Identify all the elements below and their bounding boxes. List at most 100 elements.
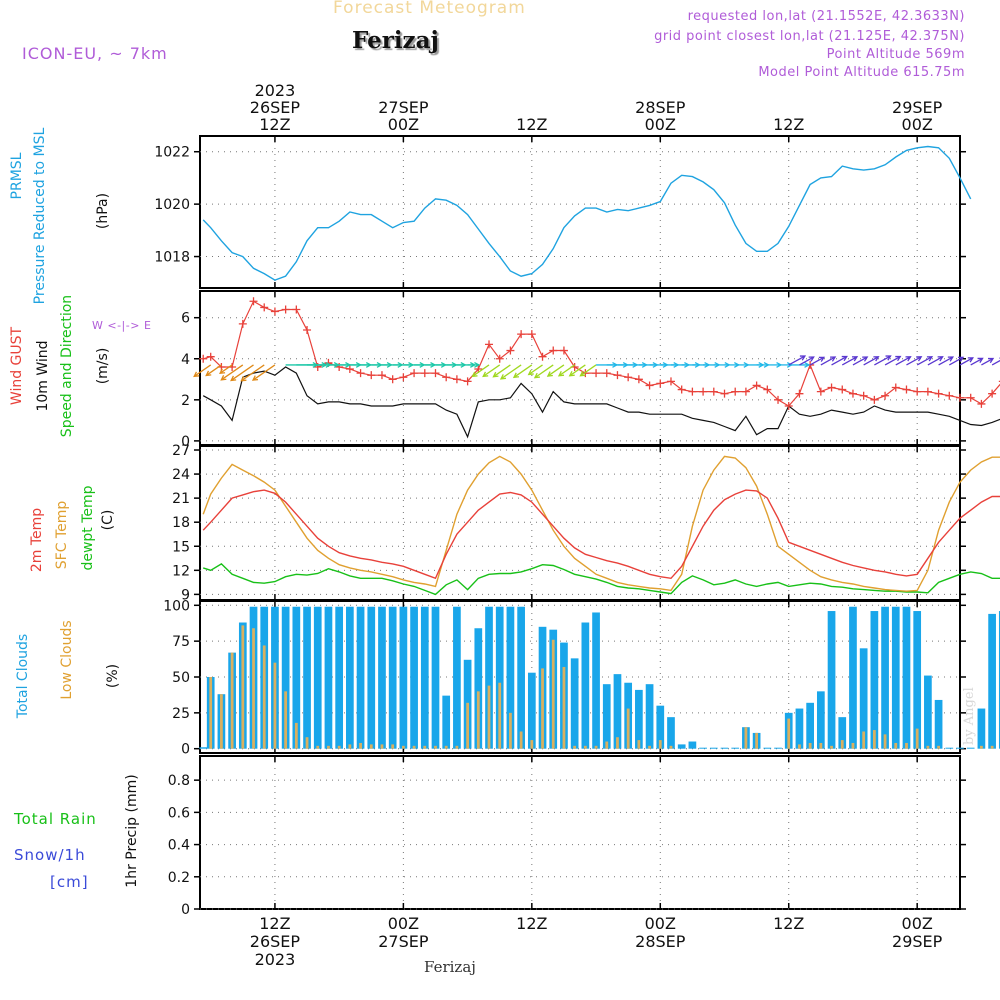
- wind-arrow: [580, 364, 597, 377]
- ytick-label-temperature: 9: [181, 587, 190, 603]
- total-cloud-bar: [881, 606, 889, 749]
- wind-arrow: [906, 356, 922, 366]
- gust-marker: [881, 391, 890, 400]
- model-altitude: Model Point Altitude 615.75m: [758, 65, 965, 80]
- low-cloud-bar: [926, 745, 930, 749]
- gust-marker: [356, 369, 365, 378]
- gust-marker: [731, 387, 740, 396]
- total-cloud-bar: [356, 606, 365, 749]
- gust-marker: [902, 385, 911, 394]
- sfc-temp-line: [202, 455, 1000, 592]
- low-cloud-bar: [583, 745, 587, 749]
- wind-arrow: [493, 364, 511, 378]
- gust-marker: [506, 346, 515, 355]
- wind-arrowhead: [499, 374, 507, 380]
- total-cloud-bar: [827, 611, 836, 749]
- low-cloud-bar: [669, 745, 673, 749]
- total-cloud-bar: [859, 648, 868, 749]
- gust-marker: [763, 385, 772, 394]
- ytick-label-wind: 6: [181, 311, 190, 327]
- low-cloud-bar: [466, 702, 469, 749]
- gust-marker: [260, 303, 269, 312]
- total-cloud-bar: [442, 695, 451, 749]
- wind-arrow: [472, 364, 490, 377]
- wind-arrowhead: [926, 356, 934, 362]
- wind-arrowhead: [471, 371, 478, 378]
- wind-arrow: [895, 356, 911, 366]
- gust-marker: [431, 369, 440, 378]
- gust-marker: [399, 373, 408, 382]
- wind-arrowhead: [568, 370, 575, 377]
- low-cloud-bar: [658, 740, 662, 749]
- low-cloud-bar: [883, 734, 887, 749]
- top-axis-label: 26SEP: [250, 98, 301, 117]
- top-axis-label: 29SEP: [892, 98, 943, 117]
- wind-arrowhead: [512, 372, 520, 379]
- wind-arrowhead: [251, 375, 259, 381]
- wind-arrow: [219, 364, 233, 374]
- wind-arrow: [482, 364, 501, 377]
- top-axis-label: 28SEP: [635, 98, 686, 117]
- total-cloud-bar: [431, 606, 440, 749]
- bottom-axis-label: 12Z: [516, 914, 547, 933]
- bottom-axis-label: 12Z: [259, 914, 290, 933]
- low-cloud-bar: [359, 742, 362, 749]
- total-cloud-bar: [517, 606, 525, 749]
- wind-arrowhead: [240, 375, 247, 382]
- total-cloud-bar: [602, 684, 611, 749]
- low-cloud-bar: [476, 691, 480, 749]
- total-cloud-bar: [485, 606, 493, 749]
- low-cloud-bar: [744, 727, 748, 749]
- gust-marker: [859, 391, 868, 400]
- wind-arrow: [927, 356, 943, 366]
- bottom-axis-label: 26SEP: [250, 932, 301, 951]
- low-cloud-bar: [862, 731, 866, 749]
- low-cloud-bar: [980, 745, 983, 749]
- wind-arrowhead: [205, 370, 212, 377]
- wind-arrowhead: [804, 361, 811, 368]
- wind-arrowhead: [218, 368, 226, 375]
- low-cloud-bar: [380, 744, 384, 749]
- low-cloud-bar: [434, 745, 437, 749]
- gust-marker: [367, 371, 376, 380]
- gust-marker: [956, 393, 964, 402]
- low-cloud-bar: [273, 662, 277, 749]
- bottom-axis-label: 28SEP: [635, 932, 686, 951]
- gust-marker: [281, 305, 290, 314]
- point-altitude: Point Altitude 569m: [826, 47, 965, 62]
- bottom-axis-label: 00Z: [645, 914, 676, 933]
- low-cloud-bar: [348, 744, 352, 749]
- requested-coords: requested lon,lat (21.1552E, 42.3633N): [687, 9, 965, 24]
- wind-arrow: [205, 364, 222, 376]
- wind-arrowhead: [988, 357, 995, 364]
- top-axis-label: 27SEP: [378, 98, 429, 117]
- low-cloud-bar: [787, 718, 791, 749]
- ytick-label-clouds: 75: [172, 634, 190, 650]
- gust-marker: [559, 346, 568, 355]
- panel-frame-precip: [199, 755, 961, 910]
- gust-marker: [613, 371, 622, 380]
- total-cloud-bar: [346, 606, 354, 749]
- dewpt-line: [202, 563, 1000, 596]
- ytick-label-pressure: 1018: [154, 250, 190, 266]
- low-cloud-bar: [284, 691, 288, 749]
- ytick-label-precip: 0.8: [168, 773, 190, 789]
- gust-marker: [656, 379, 665, 388]
- gust-marker: [816, 387, 825, 396]
- gust-marker: [688, 387, 697, 396]
- gust-marker: [966, 393, 975, 402]
- gust-marker: [292, 305, 301, 314]
- total-cloud-bar: [335, 606, 344, 749]
- total-cloud-bar: [699, 747, 707, 749]
- wind-arrowhead: [947, 356, 955, 362]
- gust-marker: [795, 389, 804, 398]
- wind-arrowhead: [799, 355, 807, 361]
- low-cloud-bar: [294, 722, 298, 749]
- wind-arrow: [230, 364, 254, 381]
- wind-arrow: [809, 356, 825, 366]
- bottom-axis-label: 00Z: [902, 914, 933, 933]
- wind-arrowhead: [862, 356, 869, 362]
- low-cloud-bar: [487, 685, 491, 749]
- wind-arrowhead: [220, 375, 227, 381]
- watermark-credit: by Angel: [962, 687, 977, 745]
